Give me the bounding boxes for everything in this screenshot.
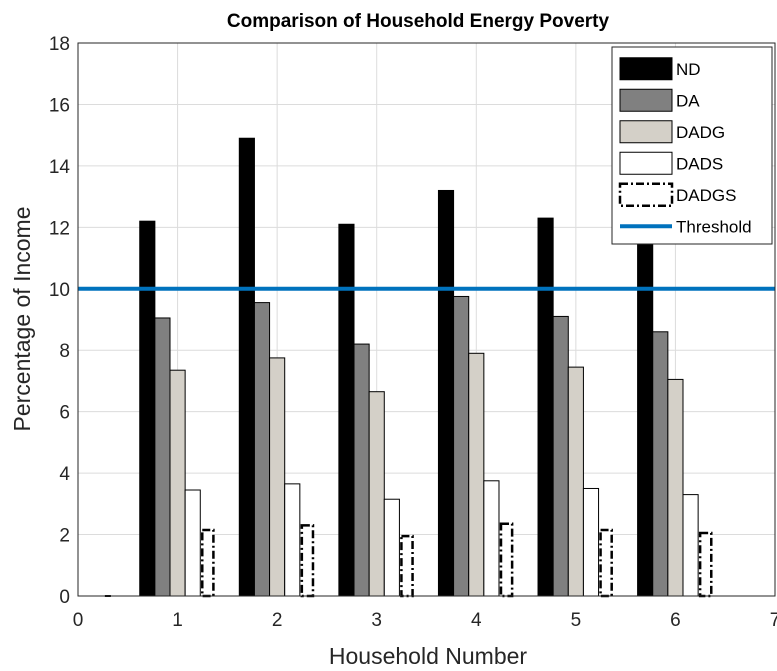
x-axis-label: Household Number xyxy=(329,643,528,669)
bar-marks xyxy=(104,137,713,598)
bar-dads-household-3 xyxy=(383,498,400,597)
bar-nd-household-1 xyxy=(139,220,156,597)
plot-frame xyxy=(77,42,776,597)
legend-label-dadgs: DADGS xyxy=(676,186,736,205)
y-tick-label: 16 xyxy=(49,95,70,116)
x-tick-label: 2 xyxy=(272,610,283,631)
bar-nd-household-2 xyxy=(238,137,255,597)
bar-dadg-household-5 xyxy=(567,366,584,597)
y-tick-label: 14 xyxy=(49,157,71,178)
legend-label-threshold: Threshold xyxy=(676,217,752,236)
legend-label-dadg: DADG xyxy=(676,123,725,142)
x-tick-label: 5 xyxy=(571,610,582,631)
bar-dadgs-household-1 xyxy=(201,528,215,598)
x-tick-label: 6 xyxy=(670,610,681,631)
legend-swatch-nd xyxy=(619,57,673,81)
bar-dadgs-household-5 xyxy=(599,528,613,598)
bar-dadgs-household-2 xyxy=(300,524,315,598)
y-tick-label: 2 xyxy=(59,526,70,547)
legend-label-nd: ND xyxy=(676,60,701,79)
bar-dadg-household-1 xyxy=(169,369,186,597)
bar-dads-household-4 xyxy=(483,480,500,597)
y-tick-label: 12 xyxy=(49,218,70,239)
bar-dads-household-2 xyxy=(284,483,301,597)
bar-dads-household-1 xyxy=(184,489,201,597)
y-tick-label: 10 xyxy=(49,280,70,301)
x-tick-label: 0 xyxy=(73,610,84,631)
y-tick-label: 0 xyxy=(59,587,70,608)
bar-da-household-2 xyxy=(253,302,271,597)
y-tick-label: 4 xyxy=(59,464,70,485)
x-tick-label: 1 xyxy=(172,610,183,631)
bar-dadg-household-6 xyxy=(667,378,684,597)
legend-label-dads: DADS xyxy=(676,154,723,173)
bar-da-household-4 xyxy=(453,295,470,597)
chart-title: Comparison of Household Energy Poverty xyxy=(227,11,610,32)
y-tick-label: 6 xyxy=(59,403,70,424)
x-tick-label: 4 xyxy=(471,610,482,631)
legend: ND DA DADG DADS DADGS Threshold xyxy=(611,46,773,245)
bar-da-household-5 xyxy=(552,315,569,597)
bar-dadg-household-2 xyxy=(269,357,286,597)
legend-swatch-dads xyxy=(619,151,673,175)
legend-swatch-dadg xyxy=(619,120,673,144)
legend-label-da: DA xyxy=(676,91,700,110)
y-tick-label: 8 xyxy=(59,341,70,362)
x-tick-label: 7 xyxy=(770,610,777,631)
x-tick-label: 3 xyxy=(371,610,382,631)
bar-da-household-1 xyxy=(154,317,171,597)
y-tick-label: 18 xyxy=(49,34,70,55)
bar-nd-household-5 xyxy=(537,217,554,597)
bar-nd-household-3 xyxy=(338,223,355,597)
y-axis-label: Percentage of Income xyxy=(9,206,35,431)
bar-nd-household-4 xyxy=(437,189,455,597)
bar-dadg-household-4 xyxy=(468,352,485,597)
legend-swatch-dadgs xyxy=(618,182,674,207)
bar-dadg-household-3 xyxy=(368,391,385,597)
bar-dadgs-household-4 xyxy=(499,522,514,598)
bar-da-household-3 xyxy=(353,343,370,597)
bar-dads-household-5 xyxy=(582,487,600,597)
bar-dadgs-household-3 xyxy=(400,534,414,598)
legend-swatch-da xyxy=(619,88,673,112)
bar-da-household-6 xyxy=(652,331,669,597)
bar-dads-household-6 xyxy=(682,494,699,597)
bar-dadgs-household-6 xyxy=(698,531,713,598)
